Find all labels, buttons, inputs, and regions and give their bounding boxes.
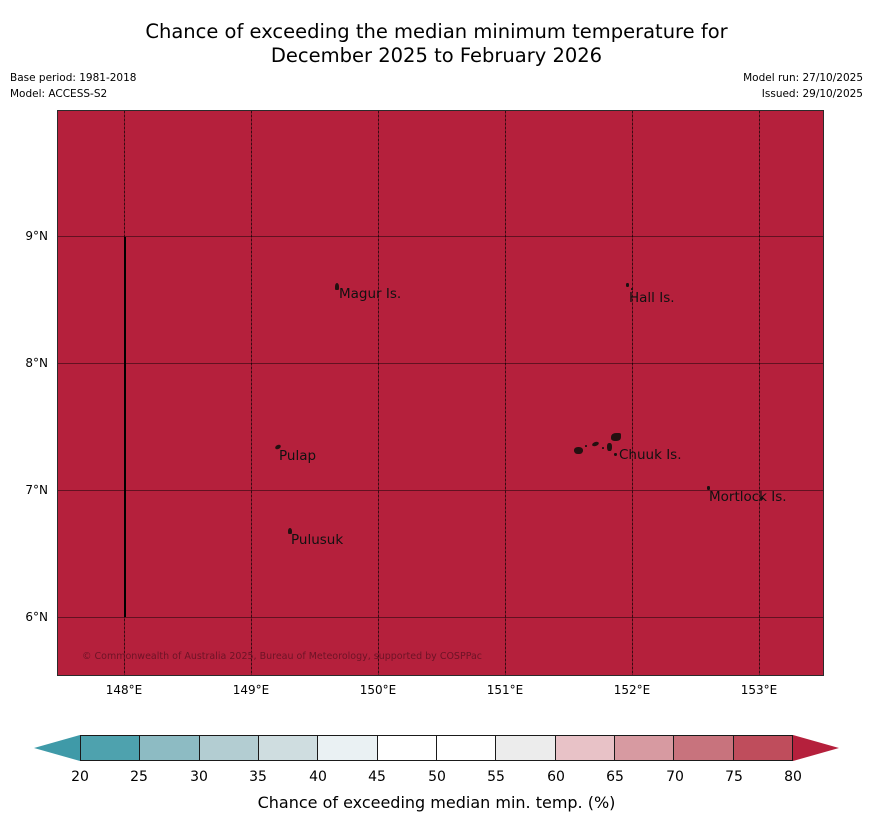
colorbar-row: 20 25 30 35 40 45 50 55 60 65 70 75 80 [24, 733, 849, 785]
colorbar-tick-20: 20 [71, 769, 89, 785]
gridline-lat-8N [58, 363, 823, 364]
colorbar-bins [80, 735, 793, 761]
model-text: Model: ACCESS-S2 [10, 88, 108, 100]
mortlock-island-marker [707, 486, 710, 490]
x-tick-151E: 151°E [486, 683, 524, 697]
colorbar-bin-30-35 [199, 736, 259, 760]
chuuk-island-marker-4 [602, 447, 604, 449]
magur-island-marker [335, 283, 339, 290]
colorbar-tick-60: 60 [547, 769, 565, 785]
colorbar-bin-65-70 [614, 736, 675, 760]
colorbar-bin-55-60 [496, 736, 556, 760]
header-meta-right: Model run: 27/10/2025 Issued: 29/10/2025 [743, 70, 863, 102]
colorbar-tick-25: 25 [130, 769, 148, 785]
colorbar-tick-50: 50 [428, 769, 446, 785]
gridline-lon-151E [505, 111, 506, 675]
colorbar: 20 25 30 35 40 45 50 55 60 65 70 75 80 C… [0, 725, 873, 816]
gridline-lon-149E [251, 111, 252, 675]
x-tick-148E: 148°E [105, 683, 143, 697]
x-tick-150E: 150°E [359, 683, 397, 697]
colorbar-bin-40-45 [318, 736, 378, 760]
map-probability-raster [58, 111, 823, 675]
pulusuk-island-marker [288, 528, 292, 534]
colorbar-bin-50-55 [436, 736, 497, 760]
gridline-lat-7N [58, 490, 823, 491]
colorbar-under-arrow [34, 735, 80, 761]
mortlock-island-marker-2 [760, 497, 763, 500]
chuuk-island-marker-2 [585, 445, 587, 447]
y-tick-9N: 9°N [25, 229, 48, 243]
colorbar-bin-35-40 [258, 736, 319, 760]
colorbar-bin-60-65 [555, 736, 615, 760]
title-line-1: Chance of exceeding the median minimum t… [145, 20, 728, 43]
title-line-2: December 2025 to February 2026 [270, 44, 603, 67]
header-meta-left: Base period: 1981-2018 Model: ACCESS-S2 [10, 70, 136, 102]
gridline-lon-153E [759, 111, 760, 675]
colorbar-bin-45-50 [377, 736, 437, 760]
colorbar-tick-75: 75 [725, 769, 743, 785]
x-tick-152E: 152°E [613, 683, 651, 697]
colorbar-tick-30: 30 [190, 769, 208, 785]
colorbar-tick-65: 65 [606, 769, 624, 785]
issued-text: Issued: 29/10/2025 [761, 88, 863, 100]
colorbar-tick-40: 40 [309, 769, 327, 785]
colorbar-bin-70-75 [674, 736, 734, 760]
gridline-lat-6N [58, 617, 823, 618]
colorbar-tick-45: 45 [368, 769, 386, 785]
colorbar-tick-35: 35 [249, 769, 267, 785]
base-period-text: Base period: 1981-2018 [10, 72, 137, 84]
y-tick-8N: 8°N [25, 356, 48, 370]
gridline-lat-9N [58, 236, 823, 237]
map-credit-text: © Commonwealth of Australia 2025, Bureau… [82, 651, 483, 662]
gridline-lon-152E [632, 111, 633, 675]
colorbar-tick-55: 55 [487, 769, 505, 785]
model-run-text: Model run: 27/10/2025 [743, 72, 863, 84]
gridline-lon-150E [378, 111, 379, 675]
forecast-map[interactable]: Magur Is. Hall Is. Pulap Chuuk Is. Mortl… [57, 110, 824, 676]
colorbar-axis-label: Chance of exceeding median min. temp. (%… [257, 793, 616, 812]
hall-island-marker [626, 283, 629, 287]
colorbar-bin-20-25 [81, 736, 141, 760]
x-tick-149E: 149°E [232, 683, 270, 697]
colorbar-bin-75-80 [733, 736, 792, 760]
hall-island-marker-2 [631, 288, 633, 290]
colorbar-over-arrow [793, 735, 839, 761]
eez-boundary-line [124, 237, 126, 617]
page-title: Chance of exceeding the median minimum t… [0, 20, 873, 68]
colorbar-tick-80: 80 [784, 769, 802, 785]
chuuk-island-marker-1 [574, 447, 583, 454]
colorbar-tick-70: 70 [666, 769, 684, 785]
chuuk-island-marker-6 [611, 433, 621, 441]
chuuk-island-marker-5 [607, 443, 612, 451]
colorbar-bin-25-30 [140, 736, 200, 760]
y-tick-6N: 6°N [25, 610, 48, 624]
y-tick-7N: 7°N [25, 483, 48, 497]
x-tick-153E: 153°E [740, 683, 778, 697]
chuuk-island-marker-7 [614, 453, 617, 456]
